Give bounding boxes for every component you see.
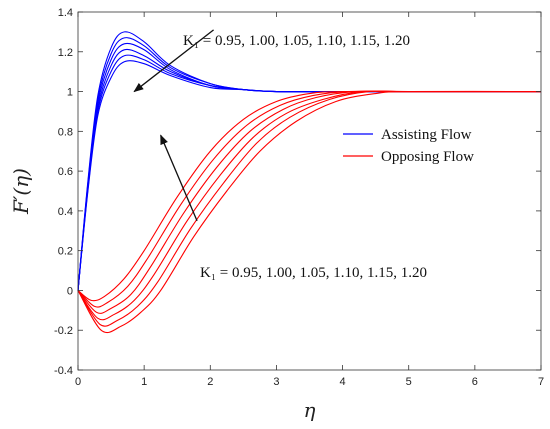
opposing-flow-curve xyxy=(77,90,542,334)
x-tick-label: 1 xyxy=(141,376,147,388)
legend-label-opposing: Opposing Flow xyxy=(381,149,474,165)
y-tick-label: -0.4 xyxy=(54,365,73,377)
y-tick-label: 1 xyxy=(67,87,73,99)
annotation-arrow-opposing xyxy=(160,134,198,222)
annotation-arrow-assisting xyxy=(133,29,214,93)
y-tick-label: -0.2 xyxy=(54,325,73,337)
annotation-assisting: K₁ = 0.95, 1.00, 1.05, 1.10, 1.15, 1.20 xyxy=(183,33,410,49)
y-tick-label: 1.2 xyxy=(58,47,73,59)
x-tick-label: 7 xyxy=(538,376,544,388)
x-tick-label: 2 xyxy=(207,376,213,388)
y-tick-label: 0.2 xyxy=(58,246,73,258)
y-axis-label: F′(η) xyxy=(9,168,33,215)
x-tick-label: 4 xyxy=(340,376,346,388)
x-axis-label: η xyxy=(304,398,316,422)
axis-ticks: 0 1 2 3 4 5 6 7 -0.4 -0.2 0 0.2 0.4 0.6 0.8 1 1.2 1.4 xyxy=(54,7,544,388)
annotation-opposing: K₁ = 0.95, 1.00, 1.05, 1.10, 1.15, 1.20 xyxy=(200,265,427,281)
legend-box xyxy=(335,122,523,174)
assisting-flow-curve xyxy=(77,60,541,291)
opposing-flow-curve xyxy=(77,90,541,327)
y-tick-label: 0 xyxy=(67,285,73,297)
y-tick-label: 0.4 xyxy=(58,206,73,218)
y-tick-label: 0.6 xyxy=(58,166,73,178)
y-tick-label: 1.4 xyxy=(58,7,73,19)
legend: Assisting Flow Opposing Flow xyxy=(335,122,523,174)
legend-label-assisting: Assisting Flow xyxy=(381,127,472,143)
y-tick-label: 0.8 xyxy=(58,126,73,138)
plot-frame xyxy=(77,11,542,371)
x-tick-label: 6 xyxy=(472,376,478,388)
x-tick-label: 0 xyxy=(75,376,81,388)
x-tick-label: 5 xyxy=(406,376,412,388)
x-tick-label: 3 xyxy=(273,376,279,388)
